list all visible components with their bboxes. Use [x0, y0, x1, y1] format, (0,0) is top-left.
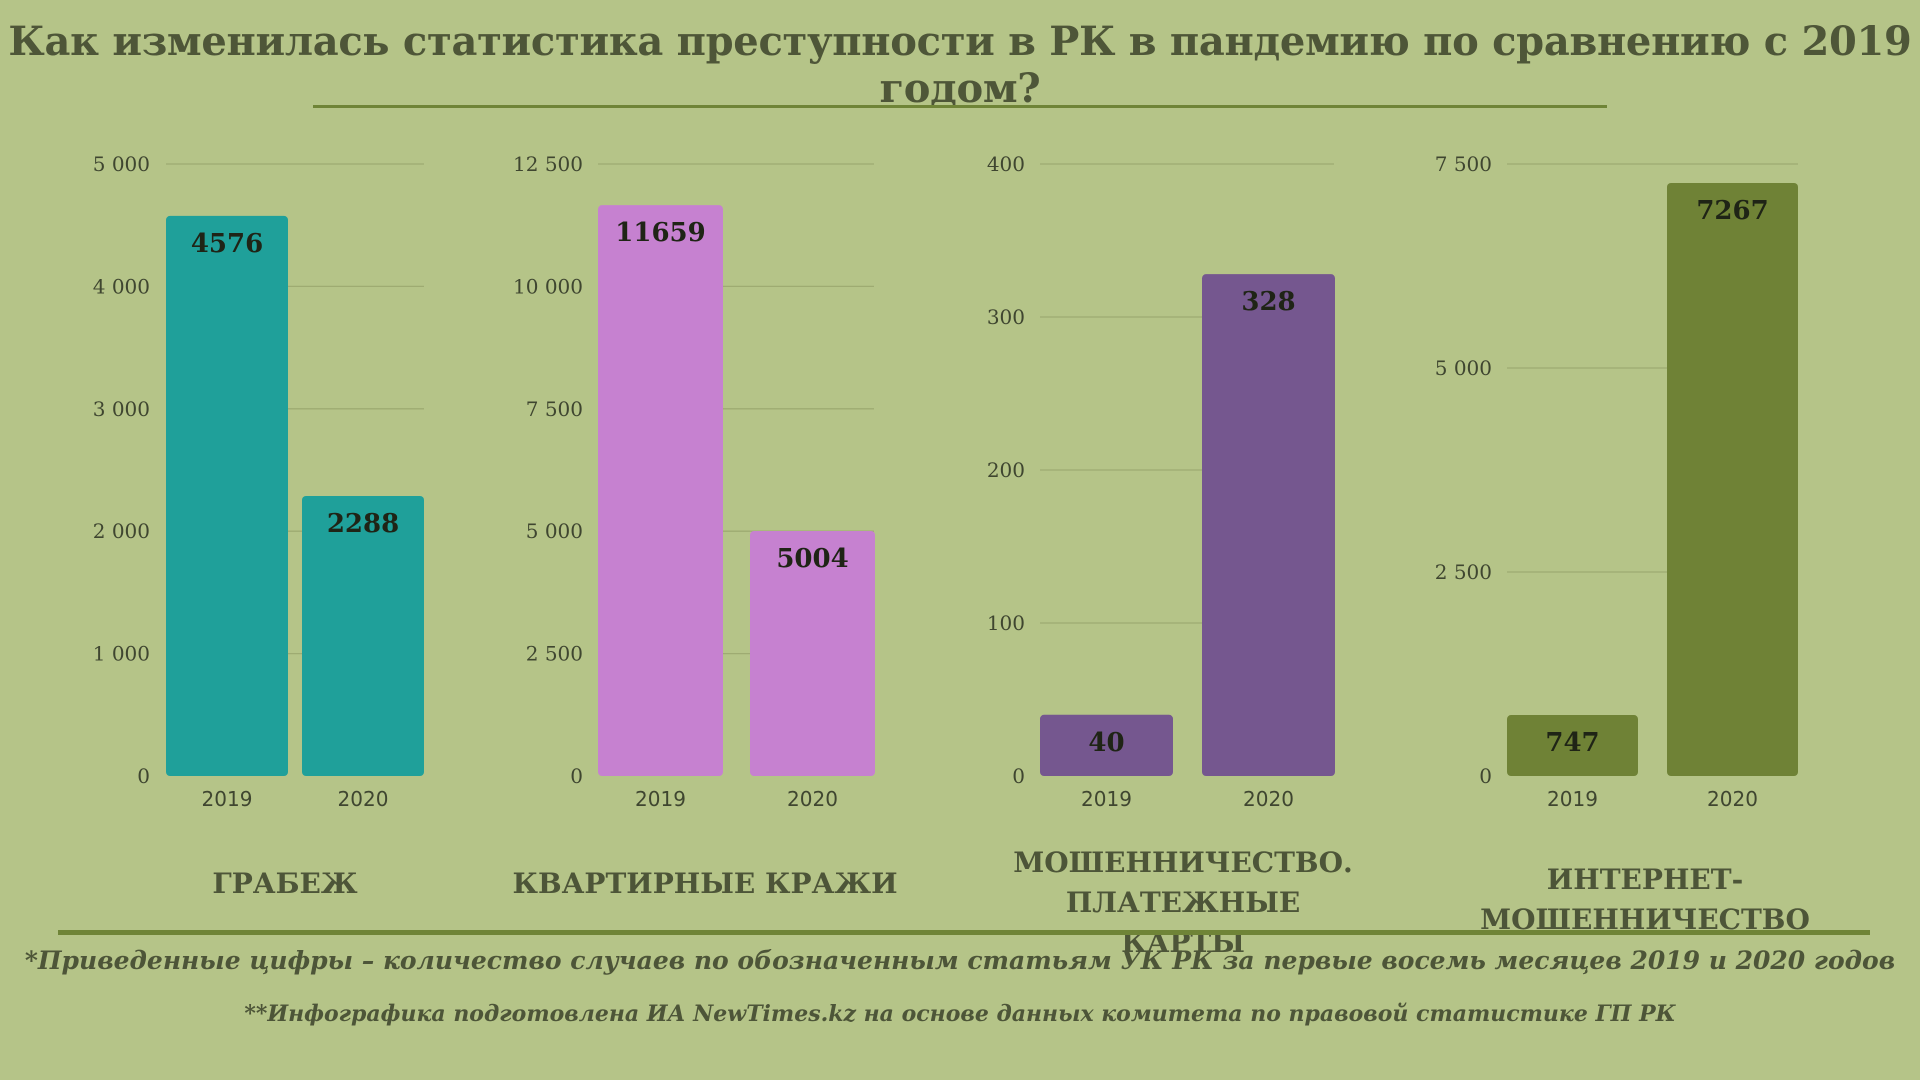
y-tick-label: 10 000 [513, 274, 583, 298]
y-tick-label: 300 [987, 305, 1025, 329]
infographic-title: Как изменилась статистика преступности в… [8, 18, 1912, 112]
chart-card-fraud-label: МОШЕННИЧЕСТВО. ПЛАТЕЖНЫЕ КАРТЫ [1013, 846, 1353, 959]
footer-divider [58, 930, 1870, 935]
title-divider [313, 105, 1607, 108]
chart-internet-fraud-svg: 0 2 500 5 000 7 500 747 2019 7267 2020 [1435, 152, 1798, 811]
x-tick-label: 2019 [1547, 787, 1598, 811]
x-tick-label: 2019 [635, 787, 686, 811]
chart-apartment-theft-label: КВАРТИРНЫЕ КРАЖИ [512, 867, 898, 900]
y-tick-label: 7 500 [1435, 152, 1492, 176]
y-tick-label: 400 [987, 152, 1025, 176]
chart-card-fraud: 0 100 200 300 400 40 2019 328 2020 МОШЕННИЧЕСТВО… [987, 152, 1353, 959]
y-tick-label: 3 000 [93, 397, 150, 421]
bar [598, 205, 723, 776]
bar-value-label: 5004 [776, 544, 848, 574]
bar-value-label: 40 [1088, 728, 1124, 758]
bar-value-label: 7267 [1696, 196, 1768, 226]
chart-internet-fraud: 0 2 500 5 000 7 500 747 2019 7267 2020 ИНТЕРНЕТ… [1435, 152, 1810, 936]
footnote-data-description: *Приведенные цифры – количество случаев … [24, 946, 1896, 975]
chart-apartment-theft: 0 2 500 5 000 7 500 10 000 12 500 11659 2019 500… [0, 0, 960, 930]
y-tick-label: 5 000 [93, 152, 150, 176]
y-tick-label: 0 [137, 764, 150, 788]
bar-value-label: 747 [1545, 728, 1599, 758]
bar [302, 495, 424, 776]
bar [1202, 274, 1335, 776]
bar [1667, 183, 1798, 776]
x-tick-label: 2020 [787, 787, 838, 811]
chart-internet-fraud-label: ИНТЕРНЕТ-МОШЕННИЧЕСТВО [1480, 863, 1810, 936]
bar-value-label: 4576 [191, 229, 263, 259]
y-tick-label: 5 000 [526, 519, 583, 543]
chart-robbery: 0 1 000 2 000 3 000 4 000 5 000 4576 2019 2288 20… [0, 0, 480, 930]
y-tick-label: 12 500 [513, 152, 583, 176]
chart-robbery-svg: 0 1 000 2 000 3 000 4 000 5 000 4576 2019 2288 20… [93, 152, 424, 811]
bar [1040, 714, 1173, 776]
y-tick-label: 2 500 [526, 642, 583, 666]
x-tick-label: 2020 [1243, 787, 1294, 811]
footnote-source: **Инфографика подготовлена ИА NewTimes.k… [244, 1001, 1676, 1027]
x-tick-label: 2019 [202, 787, 253, 811]
y-tick-label: 1 000 [93, 642, 150, 666]
chart-robbery-label: ГРАБЕЖ [212, 867, 358, 900]
y-tick-label: 5 000 [1435, 356, 1492, 380]
x-tick-label: 2019 [1081, 787, 1132, 811]
bar [1507, 715, 1638, 776]
bar [750, 531, 875, 776]
chart-apartment-theft-svg: 0 2 500 5 000 7 500 10 000 12 500 11659 2019 500… [513, 152, 875, 811]
x-tick-label: 2020 [338, 787, 389, 811]
chart-card-fraud-svg: 0 100 200 300 400 40 2019 328 2020 [987, 152, 1335, 811]
bar-value-label: 328 [1241, 287, 1295, 317]
bar-value-label: 2288 [327, 509, 399, 539]
y-tick-label: 0 [570, 764, 583, 788]
bar-value-label: 11659 [615, 218, 705, 248]
x-tick-label: 2020 [1707, 787, 1758, 811]
y-tick-label: 7 500 [526, 397, 583, 421]
y-tick-label: 100 [987, 611, 1025, 635]
y-tick-label: 4 000 [93, 274, 150, 298]
y-tick-label: 0 [1479, 764, 1492, 788]
y-tick-label: 2 500 [1435, 560, 1492, 584]
bar [166, 215, 288, 777]
y-tick-label: 0 [1012, 764, 1025, 788]
y-tick-label: 2 000 [93, 519, 150, 543]
y-tick-label: 200 [987, 458, 1025, 482]
